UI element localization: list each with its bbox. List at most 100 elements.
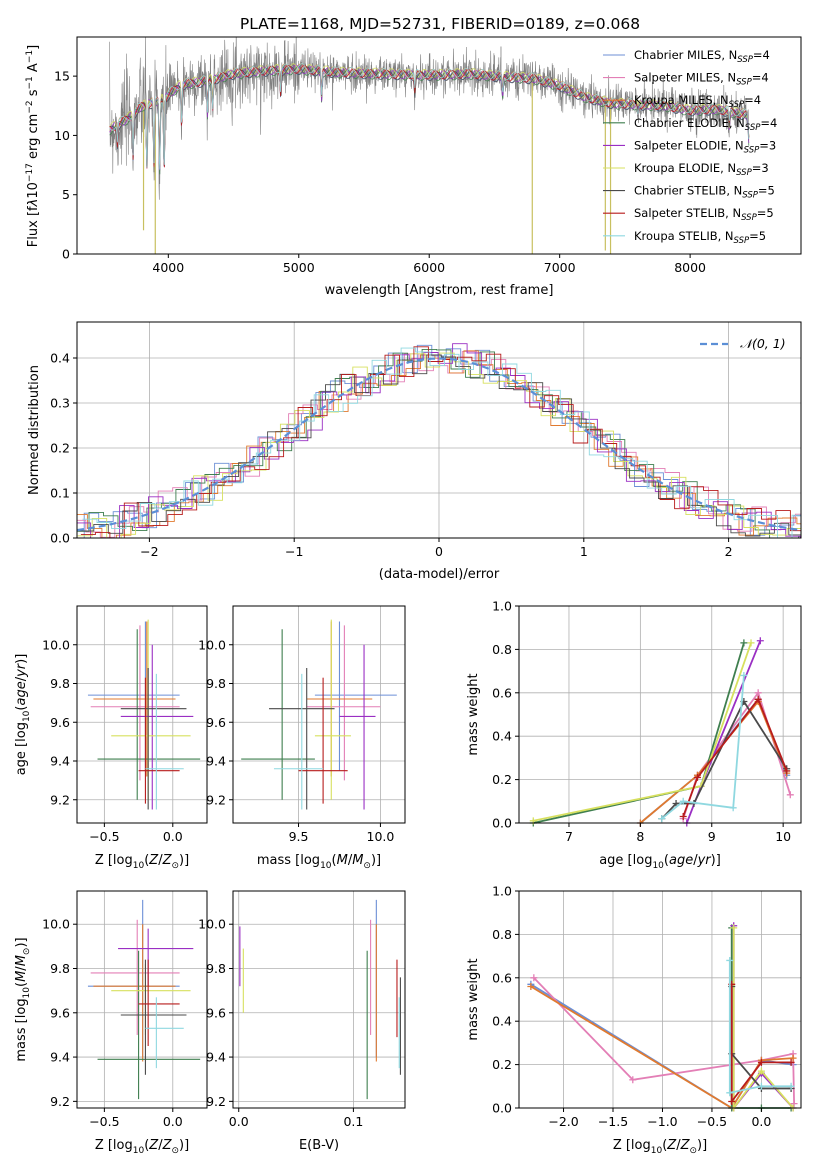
errorbar-chabrier-stelib: [120, 959, 187, 1075]
y-tick-label: 0.2: [492, 772, 512, 787]
weight-line: [732, 925, 794, 1111]
x-tick-label: −0.5: [89, 829, 119, 844]
y-axis-label: mass weight: [466, 958, 481, 1040]
weight-marker: [693, 773, 701, 781]
y-axis-label: mass weight: [466, 673, 481, 755]
x-axis-label-part: )]: [371, 853, 381, 868]
weight-marker: [530, 974, 538, 982]
y-axis-label-part: M: [14, 971, 29, 982]
age-vs-Z-grid: [77, 606, 207, 823]
weight-marker: [790, 1100, 798, 1108]
x-axis-label-part: Z: [666, 1138, 677, 1153]
residual-histogram-chabrier-miles: [77, 344, 801, 538]
y-tick-label: 0.1: [50, 486, 70, 501]
y-axis-label-part: (: [14, 982, 29, 987]
weight-series-kroupa-stelib: [726, 956, 795, 1097]
x-axis-label-part: /: [158, 853, 163, 868]
x-axis-label-part: M: [337, 853, 348, 868]
weight-line: [533, 642, 745, 824]
x-tick-label: 8: [636, 829, 644, 844]
y-axis-label: Flux [fλ10−17 erg cm−2 s−1 A−1]: [25, 45, 41, 247]
y-axis-label-part: mass [log: [14, 998, 29, 1061]
x-axis-label-part: )]: [697, 1138, 707, 1153]
y-tick-label: 9.2: [50, 1094, 70, 1109]
legend-base: Chabrier STELIB, N: [634, 184, 742, 198]
y-tick-label: 9.6: [206, 1005, 226, 1020]
legend-entry: Salpeter MILES, NSSP=4: [634, 71, 769, 88]
age-vs-mass-grid: [233, 606, 405, 823]
x-tick-label: 7: [565, 829, 573, 844]
weight-marker: [754, 695, 762, 703]
legend-tail: =5: [757, 206, 774, 220]
y-axis-label-part: age: [14, 681, 29, 705]
errorbar-kroupa-stelib: [145, 673, 184, 810]
x-tick-label: 2: [725, 544, 733, 559]
legend-base: Kroupa ELODIE, N: [634, 161, 736, 175]
y-tick-label: 0.6: [492, 970, 512, 985]
legend-base: Salpeter ELODIE, N: [634, 138, 744, 152]
weight-series-salpeter-stelib: [728, 980, 795, 1105]
legend-entry: Chabrier MILES, NSSP=4: [634, 48, 770, 65]
legend-entry: Kroupa STELIB, NSSP=5: [634, 229, 766, 246]
y-tick-label: 9.6: [206, 715, 226, 730]
x-axis-label-part: ⊙: [363, 861, 371, 871]
x-tick-label: −1.0: [647, 1114, 677, 1129]
model-spectrum-salpeter-miles: [109, 64, 750, 169]
errorbar-kroupa-stelib: [273, 673, 324, 810]
weight-marker: [728, 1097, 736, 1105]
weight-marker: [729, 804, 737, 812]
mass-vs-Z-data: [87, 899, 201, 1100]
mass-weight-vs-Z-panel: −2.0 −1.5 −1.0 −0.5 0.0 0.0 0.2 0.4 0.6 0.8 1.0 Z […: [466, 884, 802, 1156]
y-tick-label: 0.3: [50, 396, 70, 411]
weight-marker: [757, 1082, 765, 1090]
x-axis-label-part: M: [352, 853, 363, 868]
x-axis-label-part: Z [log: [95, 853, 133, 868]
weight-marker: [747, 639, 755, 647]
y-axis-label-part: erg cm: [26, 114, 41, 163]
x-tick-label: 8000: [674, 260, 706, 275]
x-axis-label: Z [log10(Z/Z⊙)]: [95, 853, 189, 871]
y-axis-label: age [log10(age/yr)]: [14, 654, 32, 776]
legend-entry: Kroupa MILES, NSSP=4: [634, 93, 761, 110]
y-axis-label-part: 10: [22, 987, 32, 999]
weight-line: [730, 984, 792, 1105]
weight-line: [661, 675, 745, 820]
mass-vs-Z-frame: [76, 890, 208, 1109]
spectrum-data: [109, 37, 750, 254]
weight-marker: [672, 799, 680, 807]
errorbar-kroupa-elodie: [314, 619, 351, 800]
mass-vs-Z-panel: −0.5 0.09.29.49.69.810.0Z [log10(Z/Z⊙)]ma…: [14, 890, 208, 1156]
errorbar-kroupa-stelib: [145, 997, 184, 1069]
age-vs-Z-data: [87, 619, 201, 810]
errorbar-chabrier-miles: [87, 899, 180, 1058]
weight-series-kroupa-stelib: [658, 671, 748, 823]
legend-entry: Salpeter ELODIE, NSSP=3: [634, 138, 776, 155]
x-tick-label: 5000: [283, 260, 315, 275]
errorbar-salpeter-miles: [90, 625, 180, 781]
y-axis-label-part: ]: [26, 45, 41, 50]
x-tick-label: 10: [775, 829, 791, 844]
residuals-panel: −2 −1 0 1 2 0.0 0.1 0.2 0.3 0.4 𝒩(0, 1) (data-model…: [27, 321, 802, 582]
spectrum-panel: 4000 5000 6000 7000 8000 0 5 10 15 Chabrier MILES…: [25, 36, 802, 298]
x-axis-label-part: yr: [697, 853, 713, 868]
x-tick-label: −1.5: [598, 1114, 628, 1129]
weight-marker: [787, 1082, 795, 1090]
x-tick-label: 4000: [152, 260, 184, 275]
x-tick-label: 9: [708, 829, 716, 844]
weight-marker: [757, 1067, 765, 1075]
residual-histogram-chabrier-stelib: [79, 354, 801, 537]
weight-series-salpeter-elodie: [683, 637, 764, 827]
weight-marker: [740, 671, 748, 679]
model-spectrum-kroupa-stelib: [109, 63, 750, 170]
mass-vs-Z-grid: [77, 891, 207, 1108]
x-tick-label: 0: [435, 544, 443, 559]
residual-histogram-salpeter-miles: [77, 351, 801, 538]
x-axis-label-part: )]: [179, 853, 189, 868]
y-tick-label: 1.0: [492, 884, 512, 899]
weight-marker: [527, 982, 535, 990]
weight-marker: [726, 956, 734, 964]
mass-vs-ebv-grid: [233, 891, 405, 1108]
y-tick-label: 9.4: [50, 754, 70, 769]
